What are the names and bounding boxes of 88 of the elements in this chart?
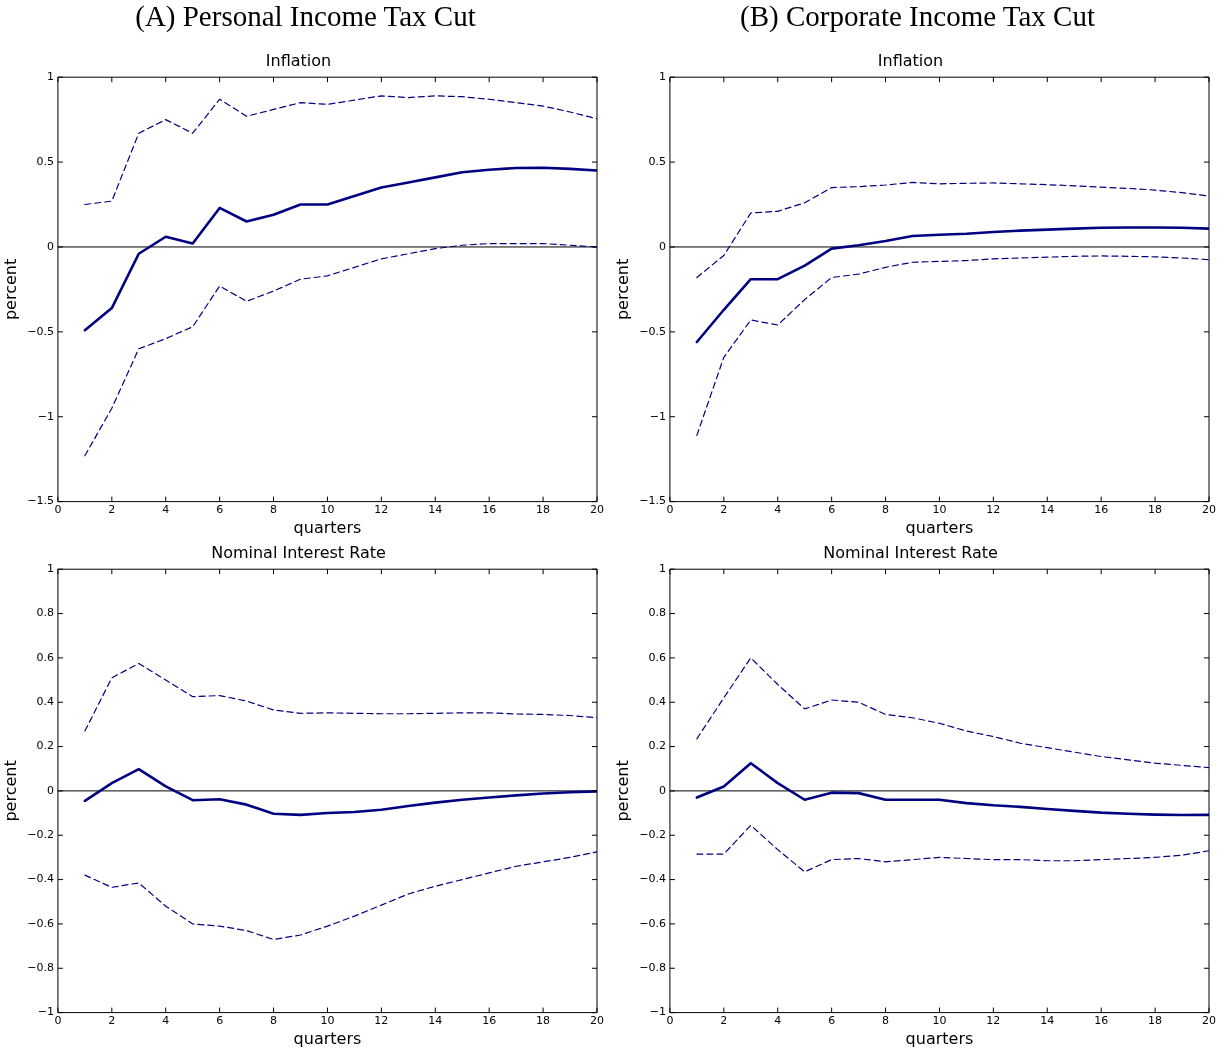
y-tick-label: −0.2 bbox=[639, 828, 666, 842]
y-tick-label: −0.8 bbox=[639, 961, 666, 975]
x-tick-label: 10 bbox=[932, 1014, 947, 1028]
y-tick-label: −1.5 bbox=[639, 494, 666, 508]
y-tick-label: 0.6 bbox=[648, 650, 666, 664]
y-tick-label: 0.8 bbox=[648, 606, 666, 620]
y-tick-label: −0.8 bbox=[27, 961, 54, 975]
text: (A) Personal Income Tax Cut bbox=[134, 0, 477, 33]
x-tick-label: 16 bbox=[482, 503, 497, 517]
y-axis-title: percent bbox=[0, 258, 20, 321]
y-tick-label: 0.2 bbox=[36, 739, 54, 753]
x-tick-label: 16 bbox=[482, 1014, 497, 1028]
chart-title: Nominal Interest Rate bbox=[823, 542, 998, 562]
y-tick-label: −1 bbox=[37, 1005, 54, 1019]
y-tick-label: −1 bbox=[649, 409, 666, 423]
x-tick-label: 10 bbox=[932, 503, 947, 517]
x-tick-label: 4 bbox=[774, 1014, 782, 1028]
x-tick-label: 4 bbox=[162, 1014, 170, 1028]
x-tick-label: 4 bbox=[162, 503, 170, 517]
y-tick-label: 1 bbox=[46, 70, 54, 84]
x-tick-label: 10 bbox=[320, 1014, 335, 1028]
x-tick-label: 8 bbox=[270, 1014, 278, 1028]
x-tick-label: 12 bbox=[986, 1014, 1001, 1028]
x-tick-label: 2 bbox=[108, 1014, 116, 1028]
y-tick-label: 0.4 bbox=[648, 695, 666, 709]
y-tick-label: −1 bbox=[649, 1005, 666, 1019]
y-tick-label: 0 bbox=[46, 239, 54, 253]
x-tick-label: 12 bbox=[374, 1014, 389, 1028]
x-tick-label: 14 bbox=[428, 503, 443, 517]
y-tick-label: 1 bbox=[46, 562, 54, 576]
x-tick-label: 8 bbox=[882, 503, 890, 517]
x-tick-label: 20 bbox=[590, 1014, 604, 1028]
text: (B) Corporate Income Tax Cut bbox=[739, 0, 1096, 33]
x-tick-label: 4 bbox=[774, 503, 782, 517]
x-tick-label: 14 bbox=[1040, 1014, 1055, 1028]
y-axis-title: percent bbox=[612, 258, 632, 321]
y-tick-label: −0.4 bbox=[27, 872, 54, 886]
x-tick-label: 6 bbox=[216, 503, 224, 517]
x-tick-label: 6 bbox=[828, 503, 836, 517]
y-tick-label: 0 bbox=[46, 783, 54, 797]
x-tick-label: 14 bbox=[1040, 503, 1055, 517]
y-tick-label: −0.6 bbox=[27, 916, 54, 930]
x-tick-label: 2 bbox=[108, 503, 116, 517]
y-tick-label: 0 bbox=[658, 783, 666, 797]
y-tick-label: 0.5 bbox=[648, 154, 666, 168]
y-tick-label: 1 bbox=[658, 562, 666, 576]
x-tick-label: 18 bbox=[536, 1014, 551, 1028]
x-tick-label: 6 bbox=[216, 1014, 224, 1028]
y-tick-label: −0.5 bbox=[27, 324, 54, 338]
y-tick-label: 0.6 bbox=[36, 650, 54, 664]
y-tick-label: 0 bbox=[658, 239, 666, 253]
chart-title: Nominal Interest Rate bbox=[211, 542, 386, 562]
y-tick-label: 0.4 bbox=[36, 695, 54, 709]
chart-title: Inflation bbox=[265, 50, 332, 70]
x-tick-label: 20 bbox=[1202, 1014, 1216, 1028]
x-tick-label: 20 bbox=[590, 503, 604, 517]
x-tick-label: 12 bbox=[986, 503, 1001, 517]
x-tick-label: 8 bbox=[270, 503, 278, 517]
y-axis-title: percent bbox=[0, 760, 20, 822]
y-tick-label: 0.8 bbox=[36, 606, 54, 620]
y-tick-label: 0.2 bbox=[648, 739, 666, 753]
x-tick-label: 14 bbox=[428, 1014, 443, 1028]
x-tick-label: 20 bbox=[1202, 503, 1216, 517]
chart-title: Inflation bbox=[877, 50, 944, 70]
y-tick-label: −0.5 bbox=[639, 324, 666, 338]
x-tick-label: 18 bbox=[1148, 503, 1163, 517]
x-tick-label: 12 bbox=[374, 503, 389, 517]
y-axis-title: percent bbox=[612, 760, 632, 822]
y-tick-label: −0.2 bbox=[27, 828, 54, 842]
x-tick-label: 18 bbox=[1148, 1014, 1163, 1028]
x-axis-title: quarters bbox=[905, 517, 974, 537]
x-tick-label: 2 bbox=[720, 503, 728, 517]
x-tick-label: 6 bbox=[828, 1014, 836, 1028]
x-axis-title: quarters bbox=[293, 517, 362, 537]
x-tick-label: 10 bbox=[320, 503, 335, 517]
x-axis-title: quarters bbox=[905, 1028, 974, 1048]
x-tick-label: 8 bbox=[882, 1014, 890, 1028]
x-tick-label: 18 bbox=[536, 503, 551, 517]
y-tick-label: 0.5 bbox=[36, 154, 54, 168]
x-axis-title: quarters bbox=[293, 1028, 362, 1048]
y-tick-label: 1 bbox=[658, 70, 666, 84]
y-tick-label: −0.4 bbox=[639, 872, 666, 886]
x-tick-label: 16 bbox=[1094, 1014, 1109, 1028]
y-tick-label: −1 bbox=[37, 409, 54, 423]
x-tick-label: 16 bbox=[1094, 503, 1109, 517]
y-tick-label: −0.6 bbox=[639, 916, 666, 930]
y-tick-label: −1.5 bbox=[27, 494, 54, 508]
x-tick-label: 2 bbox=[720, 1014, 728, 1028]
